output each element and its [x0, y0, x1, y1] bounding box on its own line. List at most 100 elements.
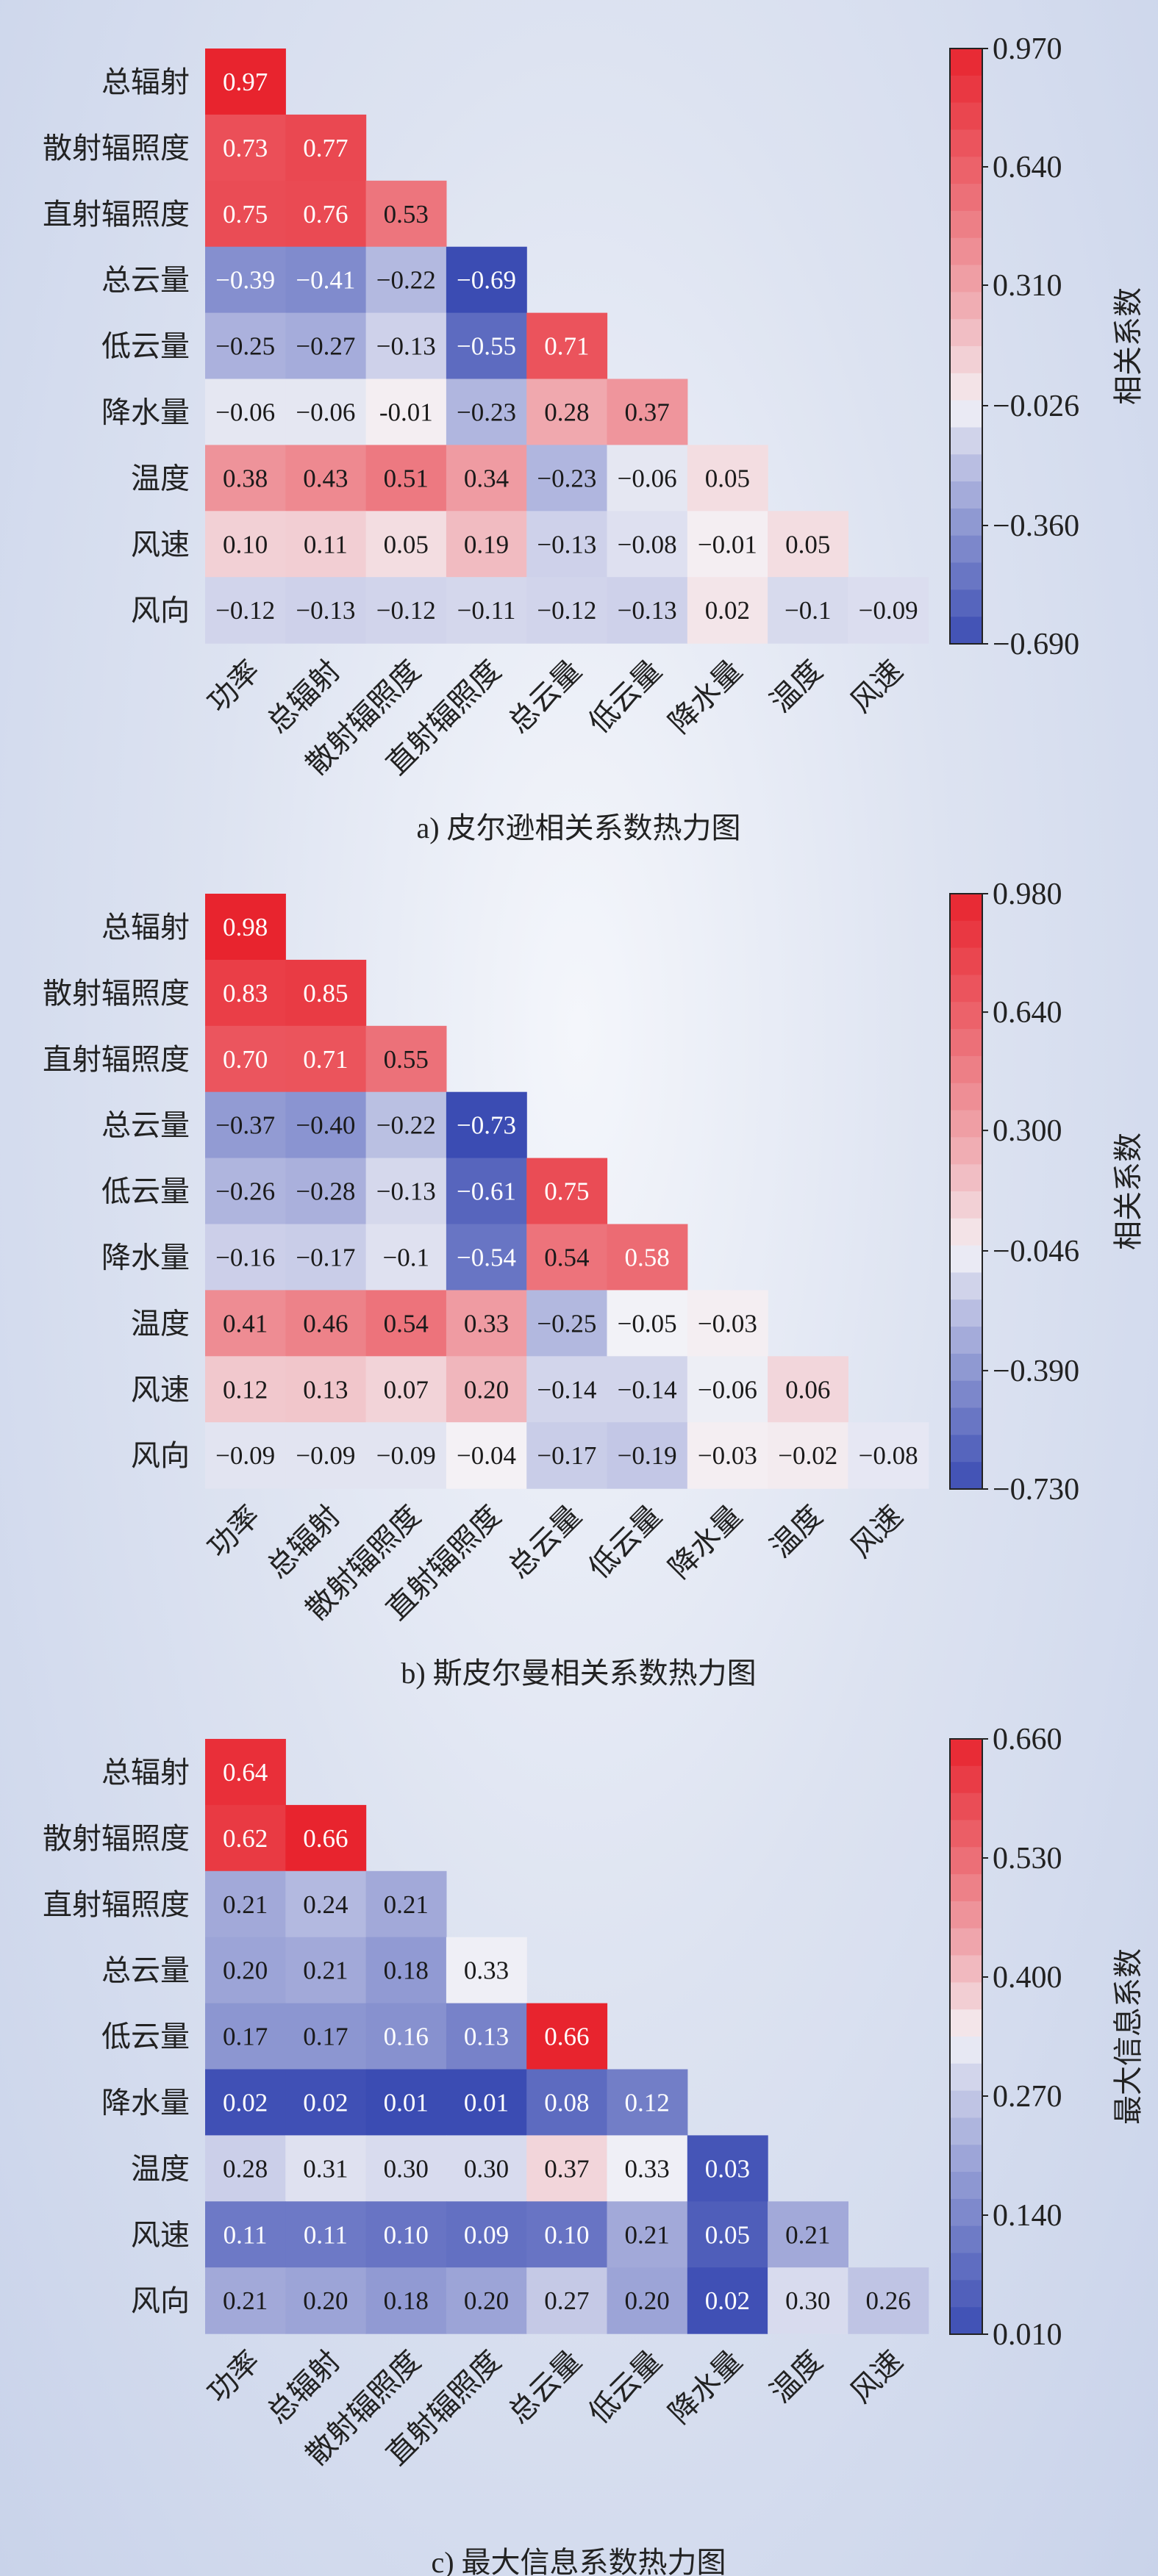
chart-caption: c) 最大信息系数热力图	[431, 2546, 726, 2576]
colorbar-tick-label: 0.640	[993, 151, 1062, 184]
heatmap-cell	[205, 894, 286, 961]
colorbar-segment	[950, 2037, 982, 2064]
heatmap-cell	[285, 2135, 367, 2202]
heatmap-cell	[205, 246, 286, 314]
cell-value-label: −0.13	[376, 332, 436, 361]
cell-value-label: −0.04	[457, 1441, 516, 1470]
cell-value-label: 0.46	[303, 1309, 348, 1338]
colorbar-tick-label: 0.140	[993, 2199, 1062, 2233]
colorbar-segment	[950, 1191, 982, 1219]
heatmap-svg-pearson: 0.970.73 0.770.75 0.76 0.53−0.39 −0.41 −0.22−…	[43, 32, 1145, 844]
heatmap-cell	[446, 1158, 527, 1225]
colorbar-segment	[950, 454, 982, 482]
heatmap-cell	[365, 511, 447, 578]
colorbar-tick-label: −0.690	[993, 628, 1079, 661]
cell-value-label: −0.27	[296, 332, 355, 361]
cell-value-label: −0.14	[618, 1375, 677, 1404]
colorbar-tick-label: 0.010	[993, 2318, 1062, 2352]
heatmap-cell	[607, 445, 688, 512]
cell-value-label: 0.21	[384, 1890, 429, 1919]
heatmap-cell	[687, 1356, 768, 1423]
cell-value-label: 0.75	[544, 1177, 589, 1206]
heatmap-cell	[205, 445, 286, 512]
colorbar-tick-label: −0.026	[993, 390, 1079, 423]
cell-value-label: −0.23	[457, 398, 516, 427]
colorbar-segment	[950, 1955, 982, 1983]
colorbar-title: 最大信息系数	[1112, 1948, 1145, 2125]
colorbar-tick-label: 0.640	[993, 996, 1062, 1030]
cell-value-label: 0.10	[384, 2220, 429, 2249]
cell-value-label: −0.01	[698, 530, 757, 559]
cell-value-label: 0.28	[223, 2154, 268, 2183]
colorbar-segment	[950, 102, 982, 130]
column-label: 温度	[764, 654, 829, 719]
colorbar-frame	[949, 893, 983, 1490]
cell-value-label: 0.70	[223, 1045, 268, 1074]
cell-value-label: 0.71	[303, 1045, 348, 1074]
column-label: 风速	[844, 1499, 909, 1564]
heatmap-cell	[687, 2201, 768, 2268]
colorbar-frame	[949, 1738, 983, 2335]
colorbar-segment	[950, 562, 982, 590]
cell-value-label: 0.30	[785, 2286, 830, 2315]
heatmap-cell	[687, 1422, 768, 1489]
cell-value-label: −0.73	[457, 1111, 516, 1140]
column-label: 总云量	[502, 654, 588, 740]
heatmap-cell	[285, 1224, 367, 1291]
heatmap-cell	[607, 2201, 688, 2268]
colorbar-segment	[950, 1407, 982, 1435]
heatmap-cell	[285, 2069, 367, 2136]
cell-value-label: 0.98	[223, 913, 268, 941]
heatmap-cell	[285, 511, 367, 578]
cell-value-label: 0.11	[304, 2220, 348, 2249]
cell-value-label: 0.30	[384, 2154, 429, 2183]
colorbar-segment	[950, 75, 982, 104]
cell-value-label: −0.26	[215, 1177, 275, 1206]
colorbar-segment	[950, 2090, 982, 2118]
heatmap-cell	[446, 1091, 527, 1159]
colorbar-tick-label: 0.300	[993, 1114, 1062, 1148]
cell-value-label: 0.20	[464, 1375, 509, 1404]
heatmap-cell	[687, 2135, 768, 2202]
cell-value-label: 0.17	[223, 2023, 268, 2051]
cell-value-label: 0.37	[624, 398, 669, 427]
row-label: 风向	[131, 594, 190, 627]
heatmap-cell	[607, 1224, 688, 1291]
cell-value-label: 0.73	[223, 134, 268, 162]
heatmap-cell	[526, 2003, 608, 2070]
cell-value-label: 0.54	[384, 1309, 429, 1338]
colorbar-segment	[950, 373, 982, 401]
column-label: 降水量	[662, 2344, 748, 2430]
cell-value-label: −0.22	[376, 1111, 436, 1140]
colorbar-tick-label: −0.046	[993, 1235, 1079, 1269]
cell-value-label: 0.20	[624, 2286, 669, 2315]
heatmap-cell	[365, 1870, 447, 1938]
colorbar-tick-label: −0.730	[993, 1473, 1079, 1507]
heatmap-cell	[768, 2267, 848, 2334]
colorbar-segment	[950, 346, 982, 374]
cell-value-label: −0.11	[457, 596, 516, 625]
row-label: 温度	[131, 462, 190, 495]
chart-caption: b) 斯皮尔曼相关系数热力图	[401, 1657, 756, 1690]
cell-value-label: 0.66	[544, 2023, 589, 2051]
heatmap-cell	[285, 1091, 367, 1159]
cell-value-label: −0.03	[698, 1309, 757, 1338]
colorbar-segment	[950, 157, 982, 184]
colorbar-segment	[950, 292, 982, 320]
colorbar-segment	[950, 535, 982, 564]
colorbar-segment	[950, 2307, 982, 2335]
heatmap-cell	[768, 511, 848, 578]
heatmap-cell	[285, 1422, 367, 1489]
heatmap-cell	[446, 378, 527, 445]
colorbar-tick-label: 0.980	[993, 878, 1062, 911]
cell-value-label: −0.61	[457, 1177, 516, 1206]
cell-value-label: −0.40	[296, 1111, 355, 1140]
cell-value-label: −0.39	[215, 266, 275, 295]
heatmap-panel-mic: 0.64 0.62 0.66 0.21 0.24 0.21 0.20 0.21 0.18 0.33…	[0, 1690, 1158, 2576]
cell-value-label: 0.75	[223, 200, 268, 229]
heatmap-cell	[446, 2201, 527, 2268]
cell-value-label: 0.62	[223, 1824, 268, 1853]
cell-value-label: 0.34	[464, 464, 509, 492]
heatmap-cell	[365, 1290, 447, 1357]
cell-value-label: −0.09	[215, 1441, 275, 1470]
